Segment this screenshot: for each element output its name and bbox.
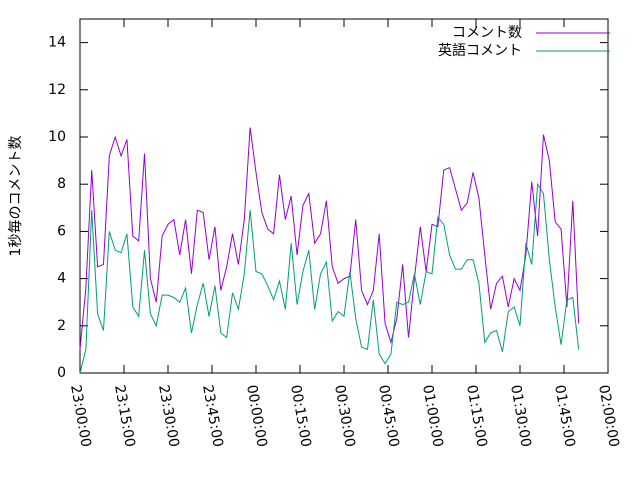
x-tick-label: 00:45:00 xyxy=(375,384,402,449)
y-tick-label: 6 xyxy=(57,223,66,239)
legend-label: コメント数 xyxy=(452,25,522,41)
x-tick-label: 23:30:00 xyxy=(155,384,182,449)
y-tick-label: 2 xyxy=(57,318,66,334)
y-tick-label: 4 xyxy=(57,271,66,287)
y-tick-label: 12 xyxy=(48,82,66,98)
x-tick-label: 00:15:00 xyxy=(287,384,314,449)
y-tick-label: 0 xyxy=(57,365,66,381)
x-tick-label: 01:30:00 xyxy=(507,384,534,449)
y-axis-label: 1秒毎のコメント数 xyxy=(8,136,24,257)
series-line xyxy=(79,127,580,350)
legend-label: 英語コメント xyxy=(438,42,522,59)
x-tick-label: 01:15:00 xyxy=(463,384,490,449)
x-tick-label: 01:00:00 xyxy=(419,384,446,449)
x-tick-label: 00:00:00 xyxy=(243,384,270,449)
x-tick-label: 23:45:00 xyxy=(199,384,226,449)
x-tick-label: 23:15:00 xyxy=(111,384,138,449)
x-tick-label: 00:30:00 xyxy=(331,384,358,449)
plot-frame xyxy=(79,18,609,374)
x-tick-label: 23:00:00 xyxy=(67,384,94,449)
y-tick-label: 10 xyxy=(48,129,66,145)
y-tick-label: 8 xyxy=(57,176,66,192)
x-tick-label: 02:00:00 xyxy=(595,384,622,449)
series-line xyxy=(79,182,580,374)
x-tick-label: 01:45:00 xyxy=(551,384,578,449)
y-tick-label: 14 xyxy=(48,35,66,51)
